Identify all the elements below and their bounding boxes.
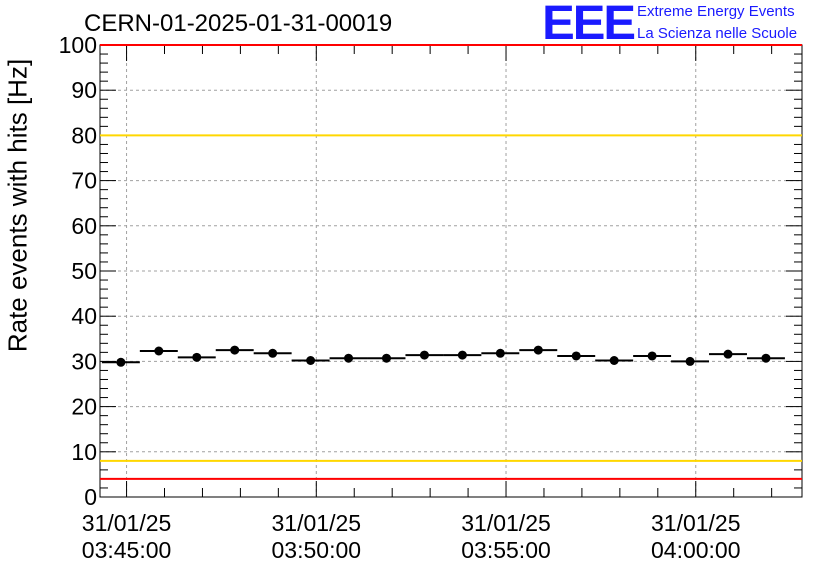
data-point [647,351,657,361]
y-tick-label: 50 [71,258,97,284]
x-tick-date-label: 31/01/25 [461,510,551,536]
data-point [154,346,164,356]
x-tick-time-label: 04:00:00 [651,537,741,563]
y-tick-label: 70 [71,168,97,194]
data-point [761,353,771,363]
y-tick-label: 0 [84,484,97,510]
data-point [571,351,581,361]
data-point [192,352,202,362]
y-tick-label: 40 [71,303,97,329]
data-point [685,356,695,366]
x-tick-time-label: 03:45:00 [82,537,172,563]
data-point [419,350,429,360]
eee-logo: EEE [542,0,636,50]
logo-line-1: Extreme Energy Events [637,3,795,20]
x-tick-time-label: 03:55:00 [461,537,551,563]
data-point [533,345,543,355]
chart-title: CERN-01-2025-01-31-00019 [84,10,393,37]
data-point [381,353,391,363]
data-point [306,355,316,365]
data-point [344,353,354,363]
data-point [268,348,278,358]
data-point [230,345,240,355]
data-point [457,350,467,360]
x-tick-date-label: 31/01/25 [272,510,362,536]
logo-line-2: La Scienza nelle Scuole [637,25,798,42]
y-tick-label: 20 [71,394,97,420]
y-tick-label: 10 [71,439,97,465]
y-tick-label: 60 [71,213,97,239]
y-tick-label: 30 [71,348,97,374]
x-tick-date-label: 31/01/25 [651,510,741,536]
y-axis-label: Rate events with hits [Hz] [2,58,33,353]
data-point [723,349,733,359]
x-tick-date-label: 31/01/25 [82,510,172,536]
data-point [495,348,505,358]
data-point [609,355,619,365]
x-tick-time-label: 03:50:00 [272,537,362,563]
data-point [116,357,126,367]
y-tick-label: 100 [59,32,97,58]
y-tick-label: 80 [71,122,97,148]
y-tick-label: 90 [71,77,97,103]
